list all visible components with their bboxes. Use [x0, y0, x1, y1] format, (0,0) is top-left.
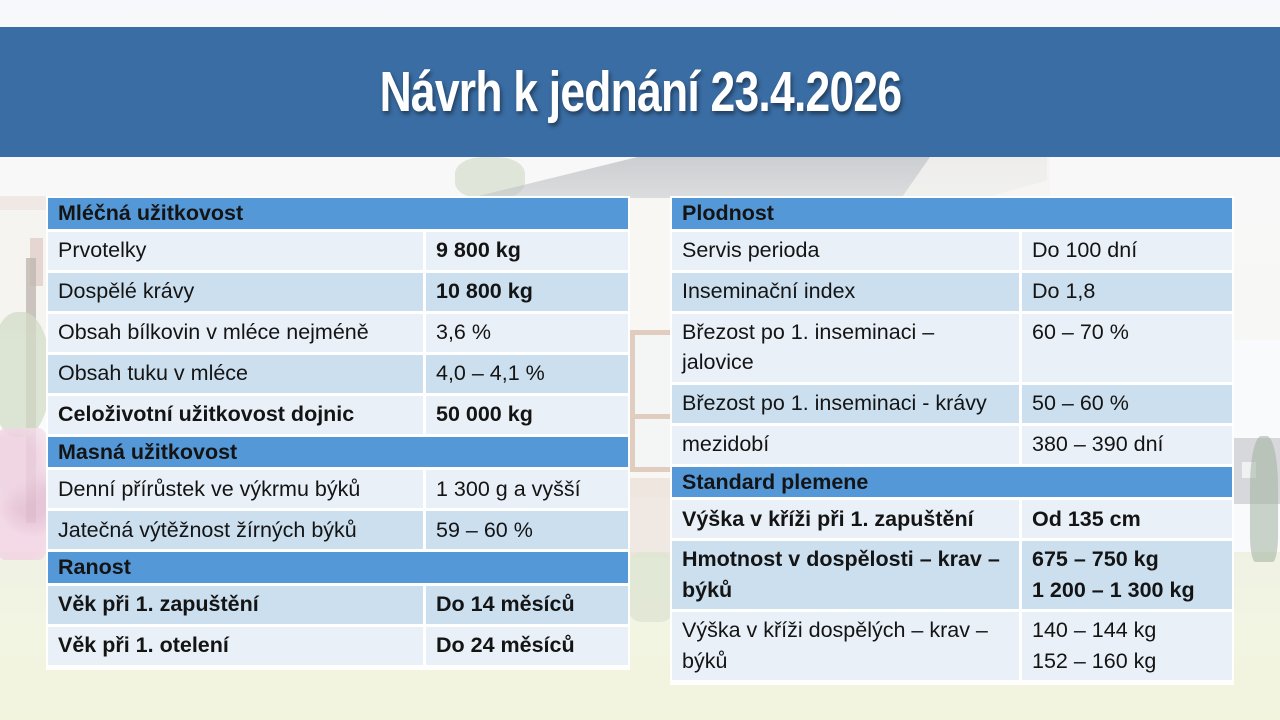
- stat-value-line1: 675 – 750 kg: [1032, 547, 1159, 572]
- brick-wall: [626, 478, 676, 558]
- stat-value: 4,0 – 4,1 %: [426, 354, 628, 396]
- stat-label: Prvotelky: [48, 231, 426, 273]
- stat-value: Od 135 cm: [1022, 500, 1232, 542]
- shrub: [626, 552, 676, 622]
- stat-label: Březost po 1. inseminaci – jalovice: [672, 313, 1022, 385]
- right-table: Plodnost Servis perioda Do 100 dní Insemi…: [670, 196, 1234, 686]
- stat-value: Do 24 měsíců: [426, 626, 628, 668]
- slide-title: Návrh k jednání 23.4.2026: [379, 60, 902, 124]
- stat-value: 60 – 70 %: [1022, 313, 1232, 385]
- stat-label: Jatečná výtěžnost žírných býků: [48, 511, 426, 553]
- stat-value: Do 1,8: [1022, 272, 1232, 314]
- stat-label: Věk při 1. zapuštění: [48, 585, 426, 627]
- stat-value: 675 – 750 kg 1 200 – 1 300 kg: [1022, 541, 1232, 613]
- stat-label: Inseminační index: [672, 272, 1022, 314]
- section-header: Plodnost: [672, 198, 1232, 232]
- bushes: [0, 312, 50, 437]
- stat-value: 50 – 60 %: [1022, 384, 1232, 426]
- stat-value-line1: 140 – 144 kg: [1032, 618, 1157, 643]
- stat-label: Dospělé krávy: [48, 272, 426, 314]
- left-table: Mléčná užitkovost Prvotelky 9 800 kg Dosp…: [46, 196, 630, 670]
- stat-value: 59 – 60 %: [426, 511, 628, 553]
- stat-label: Výška v kříži dospělých – krav – býků: [672, 612, 1022, 684]
- conifer-tree: [1250, 436, 1278, 562]
- stat-label: Denní přírůstek ve výkrmu býků: [48, 470, 426, 512]
- stat-value-line2: 1 200 – 1 300 kg: [1032, 577, 1195, 602]
- stat-label: Výška v kříži při 1. zapuštění: [672, 500, 1022, 542]
- stat-label: mezidobí: [672, 425, 1022, 467]
- stat-label: Obsah tuku v mléce: [48, 354, 426, 396]
- stat-value: 10 800 kg: [426, 272, 628, 314]
- section-header: Ranost: [48, 552, 628, 586]
- stat-label: Věk při 1. otelení: [48, 626, 426, 668]
- section-header: Masná užitkovost: [48, 436, 628, 471]
- stat-label: Servis perioda: [672, 231, 1022, 273]
- flower-bed: [0, 428, 50, 560]
- stat-label: Březost po 1. inseminaci - krávy: [672, 384, 1022, 426]
- stat-value: 380 – 390 dní: [1022, 425, 1232, 467]
- stat-value-line2: 152 – 160 kg: [1032, 648, 1157, 673]
- section-header: Standard plemene: [672, 466, 1232, 501]
- title-band: Návrh k jednání 23.4.2026: [0, 27, 1280, 157]
- stat-value: 140 – 144 kg 152 – 160 kg: [1022, 612, 1232, 684]
- left-roofline: [0, 196, 48, 212]
- stat-value: 9 800 kg: [426, 231, 628, 273]
- section-header: Mléčná užitkovost: [48, 198, 628, 232]
- stat-label: Obsah bílkovin v mléce nejméně: [48, 313, 426, 355]
- stat-label: Celoživotní užitkovost dojnic: [48, 395, 426, 437]
- stat-value: 50 000 kg: [426, 395, 628, 437]
- house-gable: [900, 157, 1050, 200]
- stat-value: 1 300 g a vyšší: [426, 470, 628, 512]
- stat-value: 3,6 %: [426, 313, 628, 355]
- stat-value: Do 100 dní: [1022, 231, 1232, 273]
- stat-label: Hmotnost v dospělosti – krav – býků: [672, 541, 1022, 613]
- stat-value: Do 14 měsíců: [426, 585, 628, 627]
